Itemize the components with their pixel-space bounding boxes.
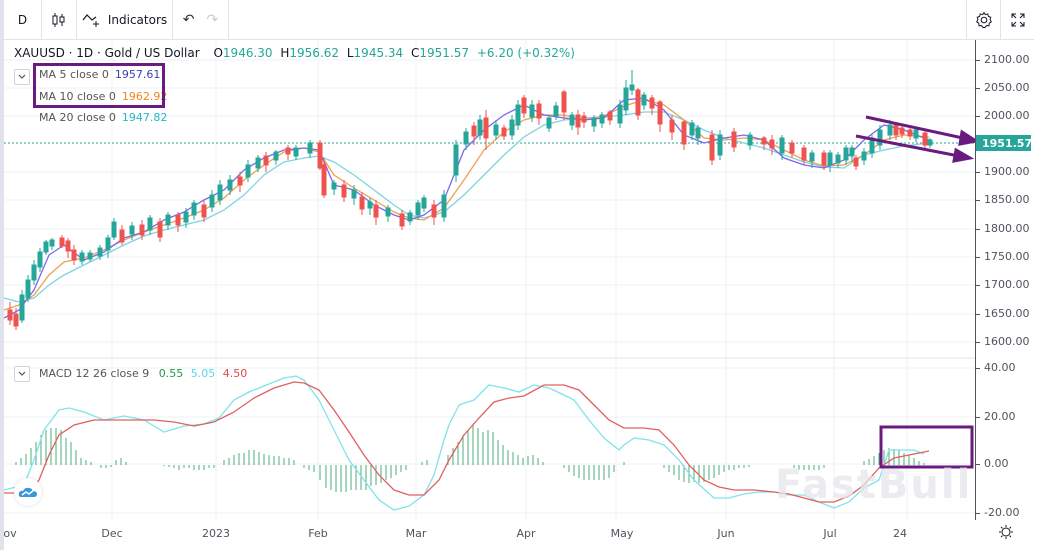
indicators-button[interactable]: Indicators xyxy=(77,0,173,40)
macd-label: MACD 12 26 close 9 xyxy=(39,367,150,380)
time-tick: Jul xyxy=(823,527,837,540)
fullscreen-button[interactable] xyxy=(1000,0,1034,40)
macd-value: 5.05 xyxy=(190,367,216,380)
ma10-value: 1962.92 xyxy=(121,90,168,103)
ma20-label: MA 20 close 0 xyxy=(39,111,116,124)
macd-signal-value: 4.50 xyxy=(222,367,248,380)
fullscreen-icon xyxy=(1011,13,1024,27)
settings-icon xyxy=(975,11,992,28)
time-tick: 24 xyxy=(893,527,907,540)
chevron-down-icon xyxy=(18,74,26,79)
candlestick-icon xyxy=(52,12,65,27)
macd-tick: 0.00 xyxy=(976,457,1009,470)
price-tick: 2050.00 xyxy=(976,81,1030,94)
price-legend: XAUUSD · 1D · Gold / US Dollar O1946.30 … xyxy=(14,46,575,60)
time-tick: Feb xyxy=(308,527,328,540)
macd-highlight-box xyxy=(879,425,974,469)
time-tick: Dec xyxy=(101,527,123,540)
macd-legend[interactable]: MACD 12 26 close 9 0.55 5.05 4.50 xyxy=(39,367,247,380)
macd-tick: 40.00 xyxy=(976,361,1016,374)
chart-plot-area[interactable] xyxy=(4,40,975,520)
macd-tick: -20.00 xyxy=(976,506,1019,519)
price-tick: 1800.00 xyxy=(976,222,1030,235)
price-tick: 1650.00 xyxy=(976,307,1030,320)
ma5-value: 1957.61 xyxy=(114,68,161,81)
time-tick: May xyxy=(610,527,634,540)
ma20-value: 1947.82 xyxy=(121,111,168,124)
macd-tick: 20.00 xyxy=(976,410,1016,423)
price-axis[interactable]: 2100.00 2050.00 2000.00 1900.00 1850.00 … xyxy=(975,40,1034,520)
interval-button[interactable]: D xyxy=(4,0,42,40)
ohlc-close: C1951.57 xyxy=(411,46,470,60)
redo-icon[interactable]: ↷ xyxy=(206,11,219,28)
price-tick: 1700.00 xyxy=(976,278,1030,291)
tradingview-logo[interactable] xyxy=(14,478,42,506)
cloud-logo-icon xyxy=(18,487,37,497)
macd-collapse-button[interactable] xyxy=(14,366,30,382)
chevron-down-icon xyxy=(18,371,26,376)
undo-icon[interactable]: ↶ xyxy=(182,11,195,28)
time-tick: ov xyxy=(3,527,17,540)
ma10-label: MA 10 close 0 xyxy=(39,90,116,103)
macd-histogram-value: 0.55 xyxy=(158,367,184,380)
price-tick: 2100.00 xyxy=(976,53,1030,66)
indicators-label: Indicators xyxy=(107,12,168,27)
time-tick: Jun xyxy=(717,527,735,540)
price-tick: 1850.00 xyxy=(976,193,1030,206)
price-grid xyxy=(4,40,975,520)
ma5-label: MA 5 close 0 xyxy=(39,68,109,81)
price-tick: 2000.00 xyxy=(976,109,1030,122)
ohlc-low: L1945.34 xyxy=(346,46,404,60)
undo-redo-group: ↶ ↷ xyxy=(173,0,229,40)
signal-line xyxy=(4,381,930,503)
ma10-legend[interactable]: MA 10 close 0 1962.92 xyxy=(39,90,167,103)
symbol-title[interactable]: XAUUSD · 1D · Gold / US Dollar xyxy=(14,46,200,60)
indicators-icon xyxy=(82,13,99,27)
ma5-legend[interactable]: MA 5 close 0 1957.61 xyxy=(39,68,160,81)
ma20-legend[interactable]: MA 20 close 0 1947.82 xyxy=(39,111,167,124)
top-toolbar: D Indicators ↶ ↷ xyxy=(4,0,1034,40)
price-tick: 1600.00 xyxy=(976,335,1030,348)
time-axis[interactable]: ov Dec 2023 Feb Mar Apr May Jun Jul 24 xyxy=(3,520,975,546)
settings-button[interactable] xyxy=(966,0,1000,40)
price-change: +6.20 (+0.32%) xyxy=(476,46,575,60)
price-tick: 1900.00 xyxy=(976,165,1030,178)
candlesticks xyxy=(7,70,933,330)
chart-type-button[interactable] xyxy=(42,0,77,40)
legend-collapse-button[interactable] xyxy=(14,69,30,85)
watermark: FastBull xyxy=(775,462,973,508)
trend-arrows xyxy=(855,115,975,163)
ma-highlight-box xyxy=(33,63,165,108)
time-tick: 2023 xyxy=(202,527,230,540)
axis-settings-button[interactable] xyxy=(998,524,1016,542)
settings-icon xyxy=(999,525,1013,539)
ohlc-high: H1956.62 xyxy=(280,46,340,60)
time-tick: Mar xyxy=(405,527,427,540)
current-price-label: 1951.57 xyxy=(976,135,1032,151)
symbol-ohlc-row: XAUUSD · 1D · Gold / US Dollar O1946.30 … xyxy=(14,46,575,60)
price-tick: 1750.00 xyxy=(976,250,1030,263)
time-tick: Apr xyxy=(516,527,536,540)
macd-histogram xyxy=(15,425,925,492)
ohlc-open: O1946.30 xyxy=(213,46,273,60)
